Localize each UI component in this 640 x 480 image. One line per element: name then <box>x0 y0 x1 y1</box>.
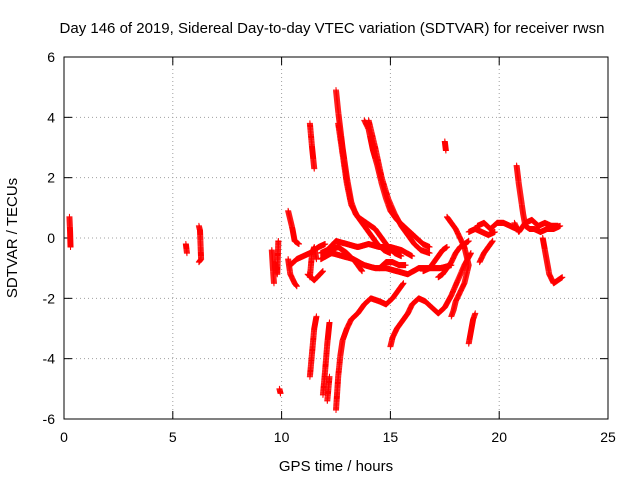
data-point <box>398 253 405 260</box>
y-tick-label: 2 <box>47 170 55 186</box>
y-tick-label: -2 <box>43 290 56 306</box>
data-point <box>359 268 366 275</box>
data-point <box>554 222 561 229</box>
data-point <box>559 274 566 281</box>
data-point <box>311 165 318 172</box>
x-tick-label: 25 <box>600 429 616 445</box>
y-tick-label: 6 <box>47 49 55 65</box>
y-axis-label: SDTVAR / TECUs <box>4 178 21 298</box>
data-point <box>442 147 449 154</box>
data-point <box>183 250 190 257</box>
data-point <box>400 280 407 287</box>
data-point <box>293 283 300 290</box>
data-point <box>491 228 498 235</box>
data-point <box>270 280 277 287</box>
data-point <box>426 244 433 251</box>
y-tick-label: 0 <box>47 230 55 246</box>
x-tick-label: 5 <box>169 429 177 445</box>
data-point <box>465 238 472 245</box>
data-point <box>67 244 74 251</box>
data-point <box>275 238 282 245</box>
x-axis-label: GPS time / hours <box>279 458 393 475</box>
data-point <box>326 319 333 326</box>
data-point <box>472 310 479 317</box>
data-point <box>319 268 326 275</box>
x-tick-label: 15 <box>383 429 399 445</box>
data-point <box>296 241 303 248</box>
data-point <box>443 244 450 251</box>
data-point <box>313 313 320 320</box>
chart-title: Day 146 of 2019, Sidereal Day-to-day VTE… <box>60 20 605 37</box>
data-point <box>195 259 202 266</box>
data-point <box>322 241 329 248</box>
y-tick-label: 4 <box>47 109 55 125</box>
data-points <box>66 87 566 413</box>
y-tick-label: -6 <box>43 411 56 427</box>
plot-frame <box>63 56 609 420</box>
data-point <box>409 253 416 260</box>
data-point <box>277 390 284 397</box>
data-point <box>402 262 409 269</box>
data-point <box>448 313 455 320</box>
data-point <box>426 250 433 257</box>
data-point <box>489 238 496 245</box>
x-tick-label: 10 <box>274 429 290 445</box>
data-point <box>326 373 333 380</box>
x-tick-label: 0 <box>60 429 68 445</box>
axis-ticks: 0 5 10 15 20 25 -6 -4 -2 0 2 4 6 <box>43 49 616 445</box>
y-tick-label: -4 <box>43 351 56 367</box>
data-point <box>467 250 474 257</box>
x-tick-label: 20 <box>491 429 507 445</box>
